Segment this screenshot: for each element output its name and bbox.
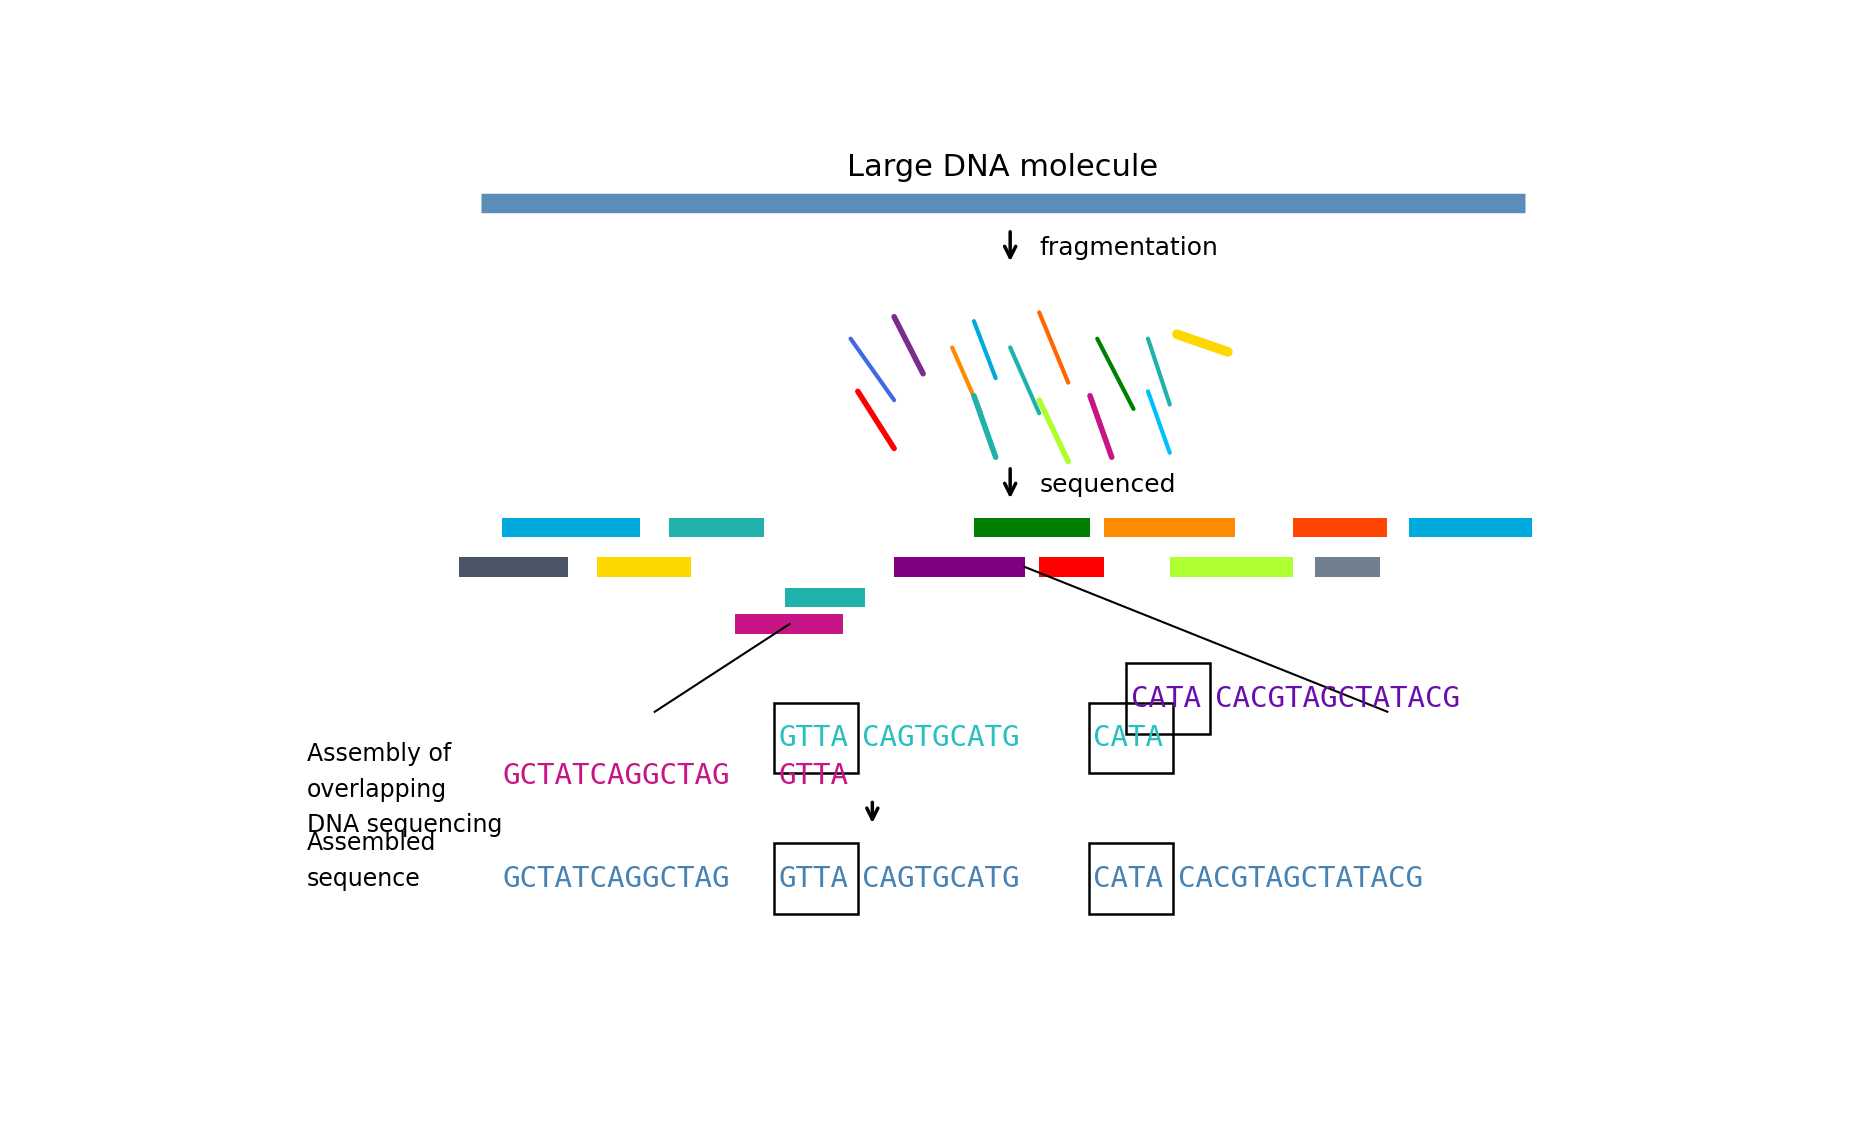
- Bar: [1104, 518, 1236, 537]
- Text: CAGTGCATG: CAGTGCATG: [863, 864, 1020, 893]
- Bar: [1039, 557, 1104, 577]
- Text: GTTA: GTTA: [779, 864, 848, 893]
- Bar: [502, 518, 640, 537]
- Text: Assembled
sequence: Assembled sequence: [307, 831, 436, 890]
- Text: sequenced: sequenced: [1039, 473, 1176, 497]
- Bar: [1314, 557, 1380, 577]
- Text: GCTATCAGGCTAG: GCTATCAGGCTAG: [502, 864, 730, 893]
- Bar: [597, 557, 691, 577]
- Text: GTTA: GTTA: [779, 762, 848, 790]
- Text: Large DNA molecule: Large DNA molecule: [848, 153, 1159, 182]
- Bar: [1294, 518, 1387, 537]
- Text: CACGTAGCTATACG: CACGTAGCTATACG: [1215, 685, 1460, 712]
- Text: GCTATCAGGCTAG: GCTATCAGGCTAG: [502, 762, 730, 790]
- Text: Assembly of
overlapping
DNA sequencing: Assembly of overlapping DNA sequencing: [307, 742, 502, 837]
- Text: CATA: CATA: [1093, 724, 1163, 752]
- Bar: [459, 557, 567, 577]
- Bar: [1170, 557, 1294, 577]
- Bar: [734, 614, 844, 634]
- Bar: [670, 518, 764, 537]
- Bar: [1410, 518, 1533, 537]
- Text: GTTA: GTTA: [779, 724, 848, 752]
- Text: CATA: CATA: [1093, 864, 1163, 893]
- Text: CACGTAGCTATACG: CACGTAGCTATACG: [1179, 864, 1423, 893]
- Text: CAGTGCATG: CAGTGCATG: [863, 724, 1020, 752]
- Text: CATA: CATA: [1131, 685, 1200, 712]
- Bar: [973, 518, 1090, 537]
- Text: fragmentation: fragmentation: [1039, 236, 1219, 260]
- Bar: [786, 588, 865, 608]
- Bar: [895, 557, 1024, 577]
